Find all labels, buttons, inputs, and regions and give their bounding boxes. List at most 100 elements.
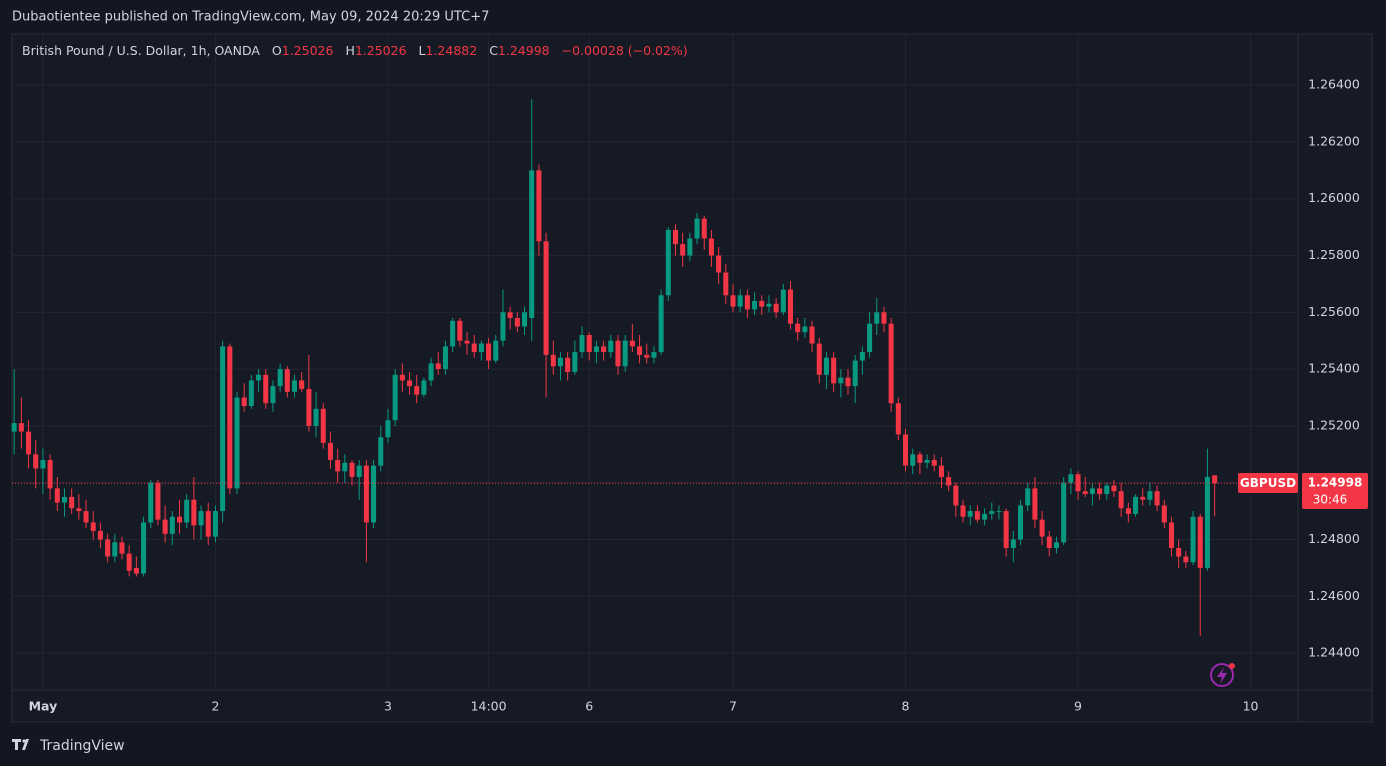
candle-body bbox=[133, 567, 139, 574]
candle-body bbox=[241, 397, 247, 407]
candle-body bbox=[565, 357, 571, 372]
candle-body bbox=[1039, 519, 1045, 537]
candle-body bbox=[787, 289, 794, 324]
candle-body bbox=[227, 346, 233, 489]
x-tick-label: 14:00 bbox=[471, 699, 507, 714]
candle-body bbox=[802, 326, 808, 333]
candle-body bbox=[637, 346, 643, 355]
candle-body bbox=[1161, 505, 1167, 523]
candle-body bbox=[486, 343, 492, 361]
candle-body bbox=[615, 340, 621, 367]
y-tick-label: 1.25200 bbox=[1308, 417, 1360, 432]
candle-body bbox=[859, 352, 865, 361]
candle-body bbox=[708, 238, 714, 256]
candle-body bbox=[83, 511, 89, 523]
candle-body bbox=[11, 423, 17, 432]
candle-body bbox=[680, 244, 686, 256]
candle-body bbox=[69, 496, 75, 509]
alert-icon[interactable] bbox=[1210, 663, 1235, 687]
candle-body bbox=[1183, 556, 1189, 563]
candle-body bbox=[1133, 496, 1139, 514]
candle-body bbox=[1046, 536, 1052, 549]
candle-body bbox=[550, 354, 556, 367]
candle-body bbox=[816, 343, 822, 375]
candle-body bbox=[601, 346, 607, 353]
candle-body bbox=[960, 505, 966, 517]
candle-body bbox=[1082, 491, 1088, 495]
candle-body bbox=[902, 434, 909, 466]
countdown: 30:46 bbox=[1313, 493, 1348, 507]
candle-body bbox=[277, 369, 283, 387]
candle-body bbox=[946, 477, 952, 486]
candle-body bbox=[105, 539, 111, 557]
x-tick-label: 8 bbox=[902, 699, 910, 714]
candle-body bbox=[471, 343, 477, 353]
x-tick-label: 9 bbox=[1074, 699, 1082, 714]
candle-body bbox=[428, 363, 434, 381]
legend-change: −0.00028 (−0.02%) bbox=[562, 43, 688, 58]
candle-body bbox=[1111, 485, 1117, 492]
candle-body bbox=[593, 346, 599, 353]
candle-body bbox=[263, 374, 269, 404]
candle-body bbox=[205, 511, 211, 537]
candle-body bbox=[248, 380, 254, 407]
candle-body bbox=[809, 326, 815, 344]
legend-symbol: British Pound / U.S. Dollar, 1h, OANDA bbox=[22, 43, 260, 58]
candle-body bbox=[694, 218, 700, 239]
candle-body bbox=[974, 511, 980, 520]
candle-body bbox=[1053, 542, 1059, 549]
symbol-tag bbox=[1238, 473, 1298, 493]
candle-body bbox=[299, 380, 305, 389]
candle-body bbox=[54, 488, 60, 503]
x-tick-label: May bbox=[29, 699, 58, 714]
brand-logo-dot bbox=[22, 739, 26, 743]
candle-body bbox=[1025, 488, 1031, 506]
candle-body bbox=[421, 380, 427, 395]
candle-body bbox=[586, 335, 592, 353]
y-tick-label: 1.24400 bbox=[1308, 645, 1360, 660]
candle-body bbox=[162, 519, 168, 534]
candle-body bbox=[169, 516, 175, 534]
legend-open: 1.25026 bbox=[282, 43, 334, 58]
last-price: 1.24998 bbox=[1308, 476, 1363, 490]
candles bbox=[11, 99, 1298, 637]
candle-body bbox=[608, 340, 614, 353]
x-tick-label: 3 bbox=[384, 699, 392, 714]
candle-body bbox=[61, 496, 67, 503]
candle-body bbox=[1010, 539, 1016, 549]
candle-body bbox=[335, 459, 341, 472]
candle-body bbox=[356, 465, 362, 478]
candle-body bbox=[407, 380, 413, 387]
price-tag: GBPUSD 1.24998 30:46 bbox=[1238, 473, 1368, 509]
candle-body bbox=[1104, 485, 1110, 495]
candle-body bbox=[924, 459, 930, 463]
candle-body bbox=[198, 511, 204, 526]
candle-body bbox=[895, 403, 901, 435]
candle-body bbox=[457, 320, 463, 341]
candle-body bbox=[996, 511, 1002, 513]
candle-body bbox=[665, 229, 671, 296]
candle-body bbox=[112, 542, 118, 557]
legend-c: C bbox=[489, 43, 498, 58]
candle-body bbox=[1125, 508, 1131, 514]
brand-logo bbox=[12, 739, 29, 750]
candle-body bbox=[823, 357, 829, 375]
brand: TradingView bbox=[12, 738, 125, 754]
legend: British Pound / U.S. Dollar, 1h, OANDA O… bbox=[22, 43, 688, 58]
alert-bolt bbox=[1217, 667, 1227, 684]
candle-body bbox=[256, 374, 262, 381]
candle-body bbox=[917, 454, 923, 463]
candle-body bbox=[320, 408, 326, 443]
candle-body bbox=[867, 323, 873, 353]
candle-body bbox=[371, 465, 377, 523]
candle-body bbox=[514, 317, 520, 327]
candle-body bbox=[881, 312, 887, 324]
candle-body bbox=[931, 459, 937, 466]
legend-l: L bbox=[419, 43, 426, 58]
candle-body bbox=[212, 511, 218, 537]
candle-body bbox=[90, 522, 96, 531]
grid bbox=[12, 34, 1298, 690]
candle-body bbox=[342, 462, 348, 472]
candle-body bbox=[701, 218, 707, 239]
